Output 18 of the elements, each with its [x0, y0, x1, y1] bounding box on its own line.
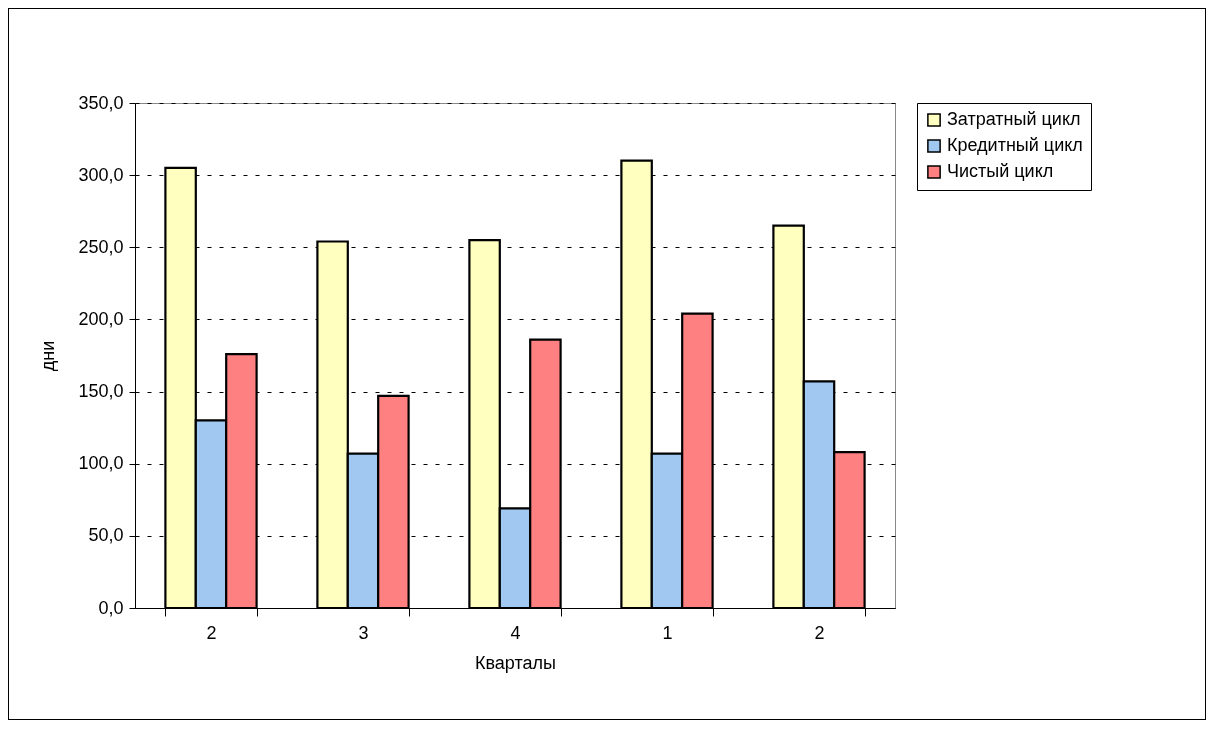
y-tick-label: 200,0 — [78, 308, 124, 329]
x-tick-label: 2 — [206, 622, 217, 643]
legend-label: Чистый цикл — [947, 161, 1054, 181]
legend-label: Затратный цикл — [947, 109, 1081, 129]
x-tick-label: 2 — [814, 622, 825, 643]
y-tick-label: 0,0 — [98, 597, 124, 618]
y-axis-title: дни — [38, 340, 59, 372]
x-tick-label: 3 — [358, 622, 369, 643]
y-tick-label: 350,0 — [78, 92, 124, 113]
x-tick-label: 4 — [510, 622, 521, 643]
x-axis-title: Кварталы — [475, 652, 556, 673]
y-tick-label: 100,0 — [78, 453, 124, 474]
y-tick-label: 150,0 — [78, 381, 124, 402]
y-tick-label: 50,0 — [88, 525, 124, 546]
legend-label: Кредитный цикл — [947, 135, 1083, 155]
y-tick-label: 250,0 — [78, 236, 124, 257]
x-tick-label: 1 — [662, 622, 673, 643]
y-tick-label: 300,0 — [78, 164, 124, 185]
